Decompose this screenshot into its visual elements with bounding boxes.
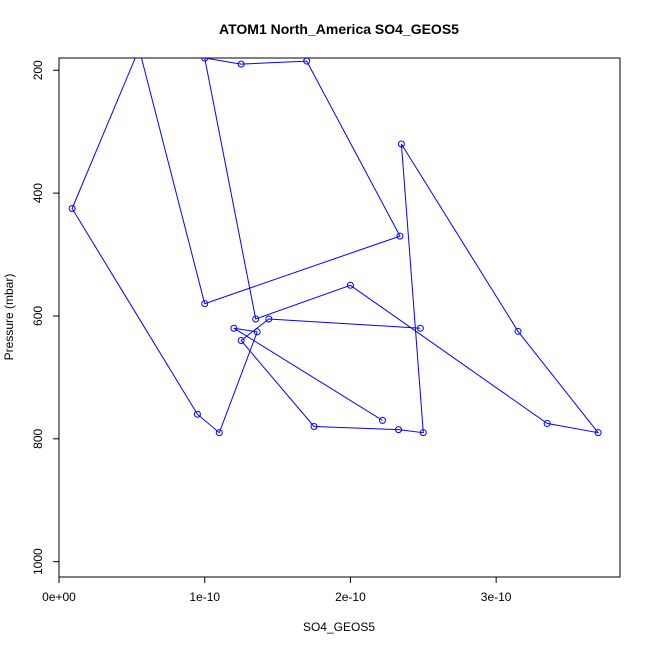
data-point — [237, 337, 245, 345]
y-tick-label: 800 — [31, 428, 45, 448]
data-point — [193, 410, 201, 418]
data-point — [230, 324, 238, 332]
x-tick-label: 0e+00 — [42, 590, 76, 604]
x-axis-label: SO4_GEOS5 — [303, 620, 375, 634]
y-tick-label: 600 — [31, 306, 45, 326]
data-point — [237, 60, 245, 68]
data-point — [303, 58, 311, 65]
data-point — [419, 429, 427, 437]
data-point — [395, 426, 403, 434]
chart-title: ATOM1 North_America SO4_GEOS5 — [219, 21, 459, 37]
y-tick-label: 200 — [31, 60, 45, 80]
data-point — [201, 58, 209, 62]
data-point — [397, 140, 405, 148]
data-point — [346, 281, 354, 289]
data-point — [252, 315, 260, 323]
series-line — [71, 58, 600, 434]
data-point — [378, 416, 386, 424]
y-tick-label: 1000 — [31, 548, 45, 575]
data-point — [594, 429, 602, 437]
data-point — [253, 328, 261, 336]
data-point — [514, 327, 522, 335]
y-tick-label: 400 — [31, 183, 45, 203]
data-point — [416, 324, 424, 332]
x-tick-label: 3e-10 — [481, 590, 512, 604]
y-axis: 200 400 600 800 1000 — [31, 60, 59, 575]
y-axis-label: Pressure (mbar) — [2, 274, 16, 361]
x-axis: 0e+00 1e-10 2e-10 3e-10 — [42, 577, 512, 604]
plot-area-frame — [58, 57, 621, 578]
x-tick-label: 1e-10 — [189, 590, 220, 604]
data-point — [265, 315, 273, 323]
x-tick-label: 2e-10 — [335, 590, 366, 604]
data-point — [396, 232, 404, 240]
series-group — [68, 46, 602, 437]
data-point — [543, 419, 551, 427]
data-point — [310, 423, 318, 431]
data-point — [215, 429, 223, 437]
data-point — [136, 46, 142, 52]
data-point — [68, 204, 76, 212]
data-point — [201, 300, 209, 308]
